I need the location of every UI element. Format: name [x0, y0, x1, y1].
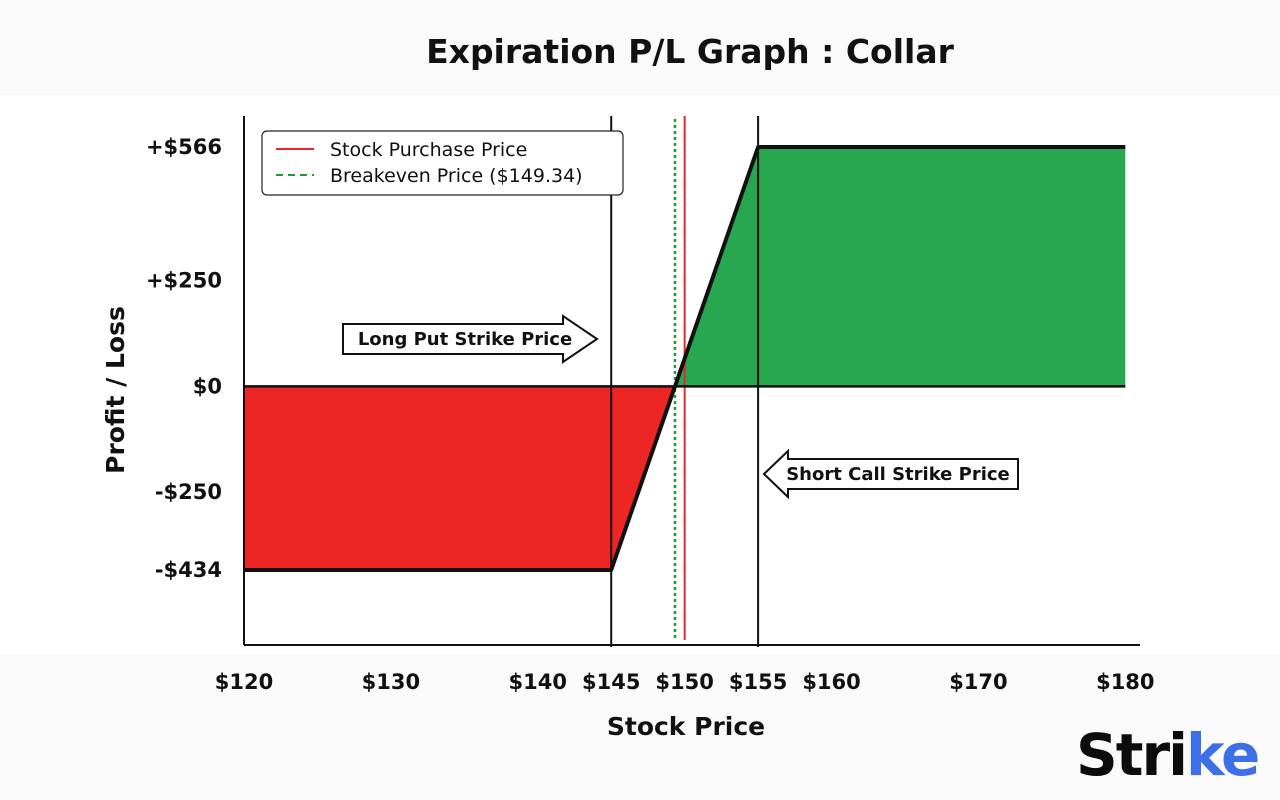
- x-tick-label: $180: [1096, 670, 1154, 694]
- x-tick-label: $150: [655, 670, 713, 694]
- x-tick-label: $120: [215, 670, 273, 694]
- reference-lines: [610, 116, 760, 647]
- x-tick-labels: $120 $130 $140 $145 $150 $155 $160 $170 $180: [215, 670, 1155, 694]
- profit-area: [674, 147, 1126, 387]
- loss-area: [244, 386, 675, 570]
- pl-line: [244, 145, 1126, 572]
- pl-fill-areas: [244, 147, 1126, 570]
- logo-accent: ke: [1186, 721, 1258, 789]
- legend-label-breakeven: Breakeven Price ($149.34): [330, 165, 583, 187]
- pl-series: [244, 145, 1126, 572]
- y-tick-label: -$434: [155, 558, 222, 582]
- y-tick-labels: +$566 +$250 $0 -$250 -$434: [146, 135, 222, 582]
- y-tick-label: +$250: [146, 269, 222, 293]
- y-tick-label: $0: [193, 374, 222, 398]
- y-tick-label: +$566: [146, 135, 222, 159]
- x-tick-label: $160: [802, 670, 860, 694]
- short-call-label: Short Call Strike Price: [786, 464, 1010, 485]
- legend: Stock Purchase Price Breakeven Price ($1…: [261, 130, 624, 196]
- annotation-long-put: Long Put Strike Price: [342, 314, 599, 364]
- legend-label-purchase: Stock Purchase Price: [330, 139, 527, 161]
- annotation-short-call: Short Call Strike Price: [762, 448, 1019, 500]
- x-tick-label: $170: [949, 670, 1007, 694]
- logo-main: Stri: [1076, 721, 1186, 789]
- x-tick-label: $140: [509, 670, 567, 694]
- logo-text: Strike: [1076, 721, 1258, 789]
- axes: [243, 116, 1140, 646]
- legend-box: [261, 130, 624, 196]
- strike-logo: Strike: [1076, 721, 1260, 789]
- x-axis-label: Stock Price: [607, 712, 765, 741]
- y-axis-label: Profit / Loss: [101, 306, 130, 474]
- long-put-label: Long Put Strike Price: [358, 329, 572, 350]
- y-tick-label: -$250: [155, 480, 222, 504]
- long-put-arrow-shape: [342, 314, 599, 364]
- x-tick-label: $130: [362, 670, 420, 694]
- x-tick-label: $145: [582, 670, 640, 694]
- chart-title: Expiration P/L Graph : Collar: [426, 32, 955, 71]
- short-call-arrow-shape: [762, 448, 1019, 500]
- x-tick-label: $155: [729, 670, 787, 694]
